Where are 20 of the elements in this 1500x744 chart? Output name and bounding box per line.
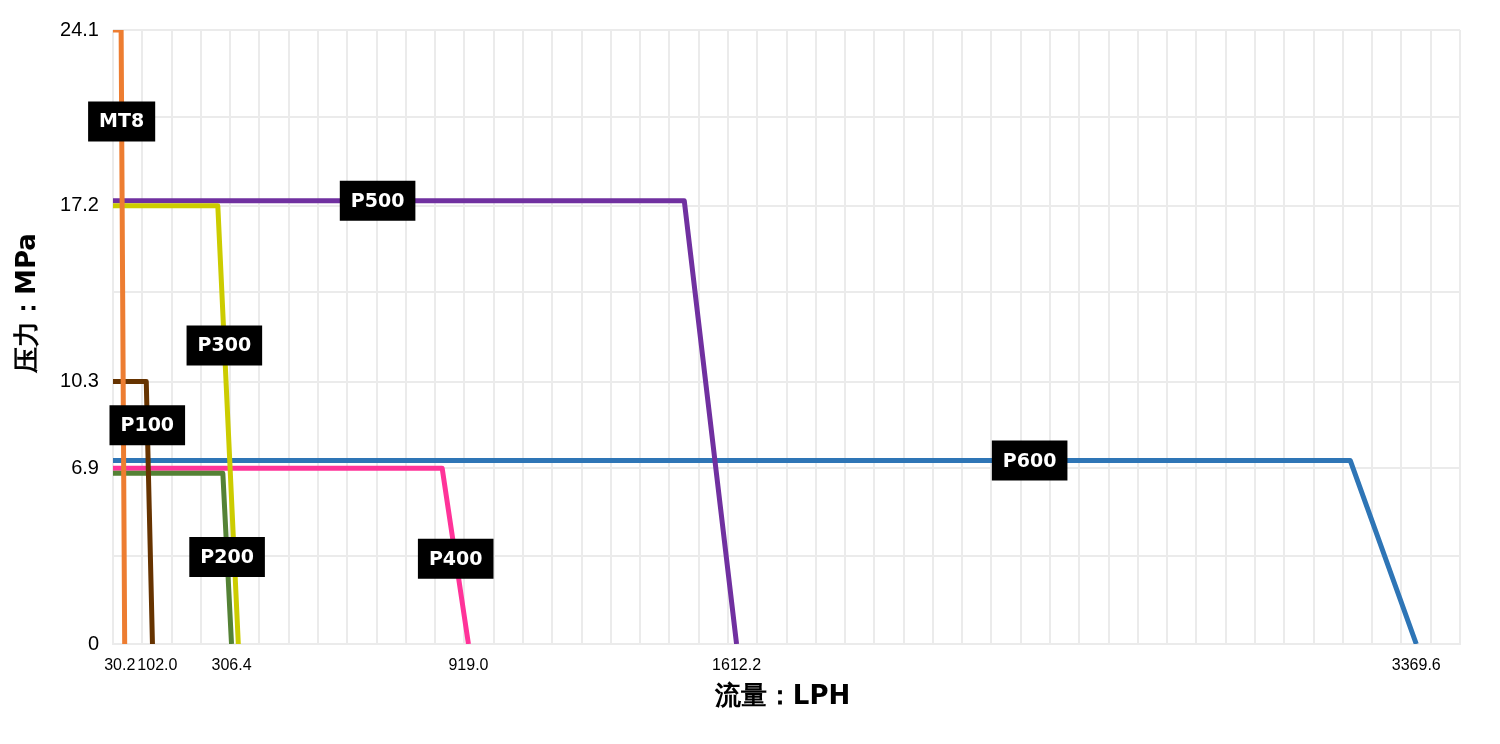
series-label: P500 — [350, 188, 405, 211]
y-tick-label: 10.3 — [60, 369, 99, 392]
x-axis-title: 流量：LPH — [713, 679, 851, 710]
y-tick-label: 0 — [87, 631, 99, 654]
series-label: P400 — [428, 546, 483, 569]
x-tick-label: 306.4 — [211, 656, 252, 674]
y-tick-label: 17.2 — [60, 193, 99, 216]
series-label: P200 — [200, 545, 254, 568]
series-label: P100 — [120, 413, 175, 436]
y-tick-label: 6.9 — [71, 455, 99, 478]
series-label: P300 — [197, 333, 252, 356]
x-tick-label: 3369.6 — [1391, 656, 1441, 674]
x-tick-label: 102.0 — [137, 656, 178, 674]
x-tick-label: 30.2 — [104, 656, 136, 674]
series-label: MT8 — [99, 109, 145, 132]
x-tick-label: 1612.2 — [712, 656, 762, 674]
x-tick-label: 919.0 — [448, 656, 489, 674]
y-tick-label: 24.1 — [60, 17, 99, 40]
y-axis-title: 压力：MPa — [10, 233, 41, 374]
series-label: P600 — [1002, 448, 1057, 471]
